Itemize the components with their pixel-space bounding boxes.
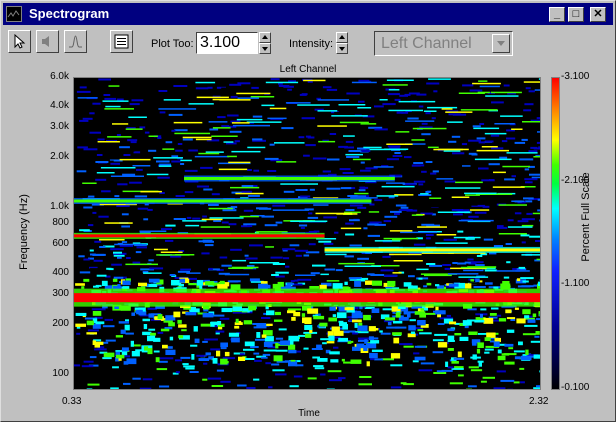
y-tick-label: 300 [52,288,69,300]
plot-too-label: Plot Too: [151,38,194,50]
spectral-band [74,199,372,203]
waveform-tool-button[interactable] [64,30,87,53]
toolbar: Plot Too: 3.100 Intensity: Left Channel [3,26,613,60]
colorbar-tick-label: -2.100 [561,174,590,186]
channel-select-value: Left Channel [381,35,472,52]
x-tick-label: 2.32 [529,396,549,407]
cursor-arrow-icon [14,34,26,49]
spectrogram-canvas[interactable] [73,77,541,390]
intensity-label: Intensity: [289,38,334,50]
y-tick-label: 100 [52,367,69,379]
app-icon[interactable] [6,6,22,22]
plot-too-down-icon[interactable] [259,43,271,54]
close-button[interactable]: ✕ [590,7,606,22]
title-bar[interactable]: Spectrogram _ □ ✕ [3,3,613,25]
colorbar [551,77,560,390]
y-axis-label: Frequency (Hz) [18,194,30,270]
speaker-tool-button[interactable] [36,30,59,53]
y-tick-label: 800 [52,217,69,229]
y-tick-label: 4.0k [50,100,69,112]
y-tick-label: 1.0k [50,200,69,212]
y-tick-label: 600 [52,237,69,249]
colorbar-tick-label: -1.100 [561,278,590,290]
minimize-button[interactable]: _ [549,7,565,22]
colorbar-tick-label: -3.100 [561,71,590,82]
plot-too-spinner[interactable] [259,32,271,54]
plot-title: Left Channel [279,64,337,75]
window-title: Spectrogram [29,6,110,21]
maximize-button[interactable]: □ [568,7,584,22]
y-tick-label: 400 [52,267,69,279]
colorbar-tick-label: -0.100 [561,382,590,393]
list-panel-icon [114,34,129,49]
peak-waveform-icon [69,35,82,48]
spectrogram-image [74,78,540,389]
colorbar-label: Percent Full Scale [580,172,592,262]
intensity-spinner[interactable] [336,32,348,54]
y-axis: 6.0k 4.0k 3.0k 2.0k 1.0k 800 600 400 300 200 100 [1,71,69,390]
pointer-tool-button[interactable] [8,30,31,53]
plot-too-up-icon[interactable] [259,32,271,43]
x-tick-label: 0.33 [62,396,82,407]
y-tick-label: 6.0k [50,71,69,82]
x-axis-label: Time [298,408,320,419]
plot-too-input[interactable]: 3.100 [196,32,258,54]
intensity-down-icon[interactable] [336,43,348,54]
channel-select[interactable]: Left Channel [374,31,513,56]
y-tick-label: 2.0k [50,150,69,162]
chevron-down-icon[interactable] [492,34,510,53]
speaker-icon [42,36,49,47]
settings-tool-button[interactable] [110,30,133,53]
y-tick-label: 3.0k [50,121,69,133]
spectral-band [74,234,325,238]
spectral-band [74,293,540,303]
intensity-up-icon[interactable] [336,32,348,43]
spectral-band [324,248,540,252]
spectral-band [184,177,395,181]
y-tick-label: 200 [52,317,69,329]
